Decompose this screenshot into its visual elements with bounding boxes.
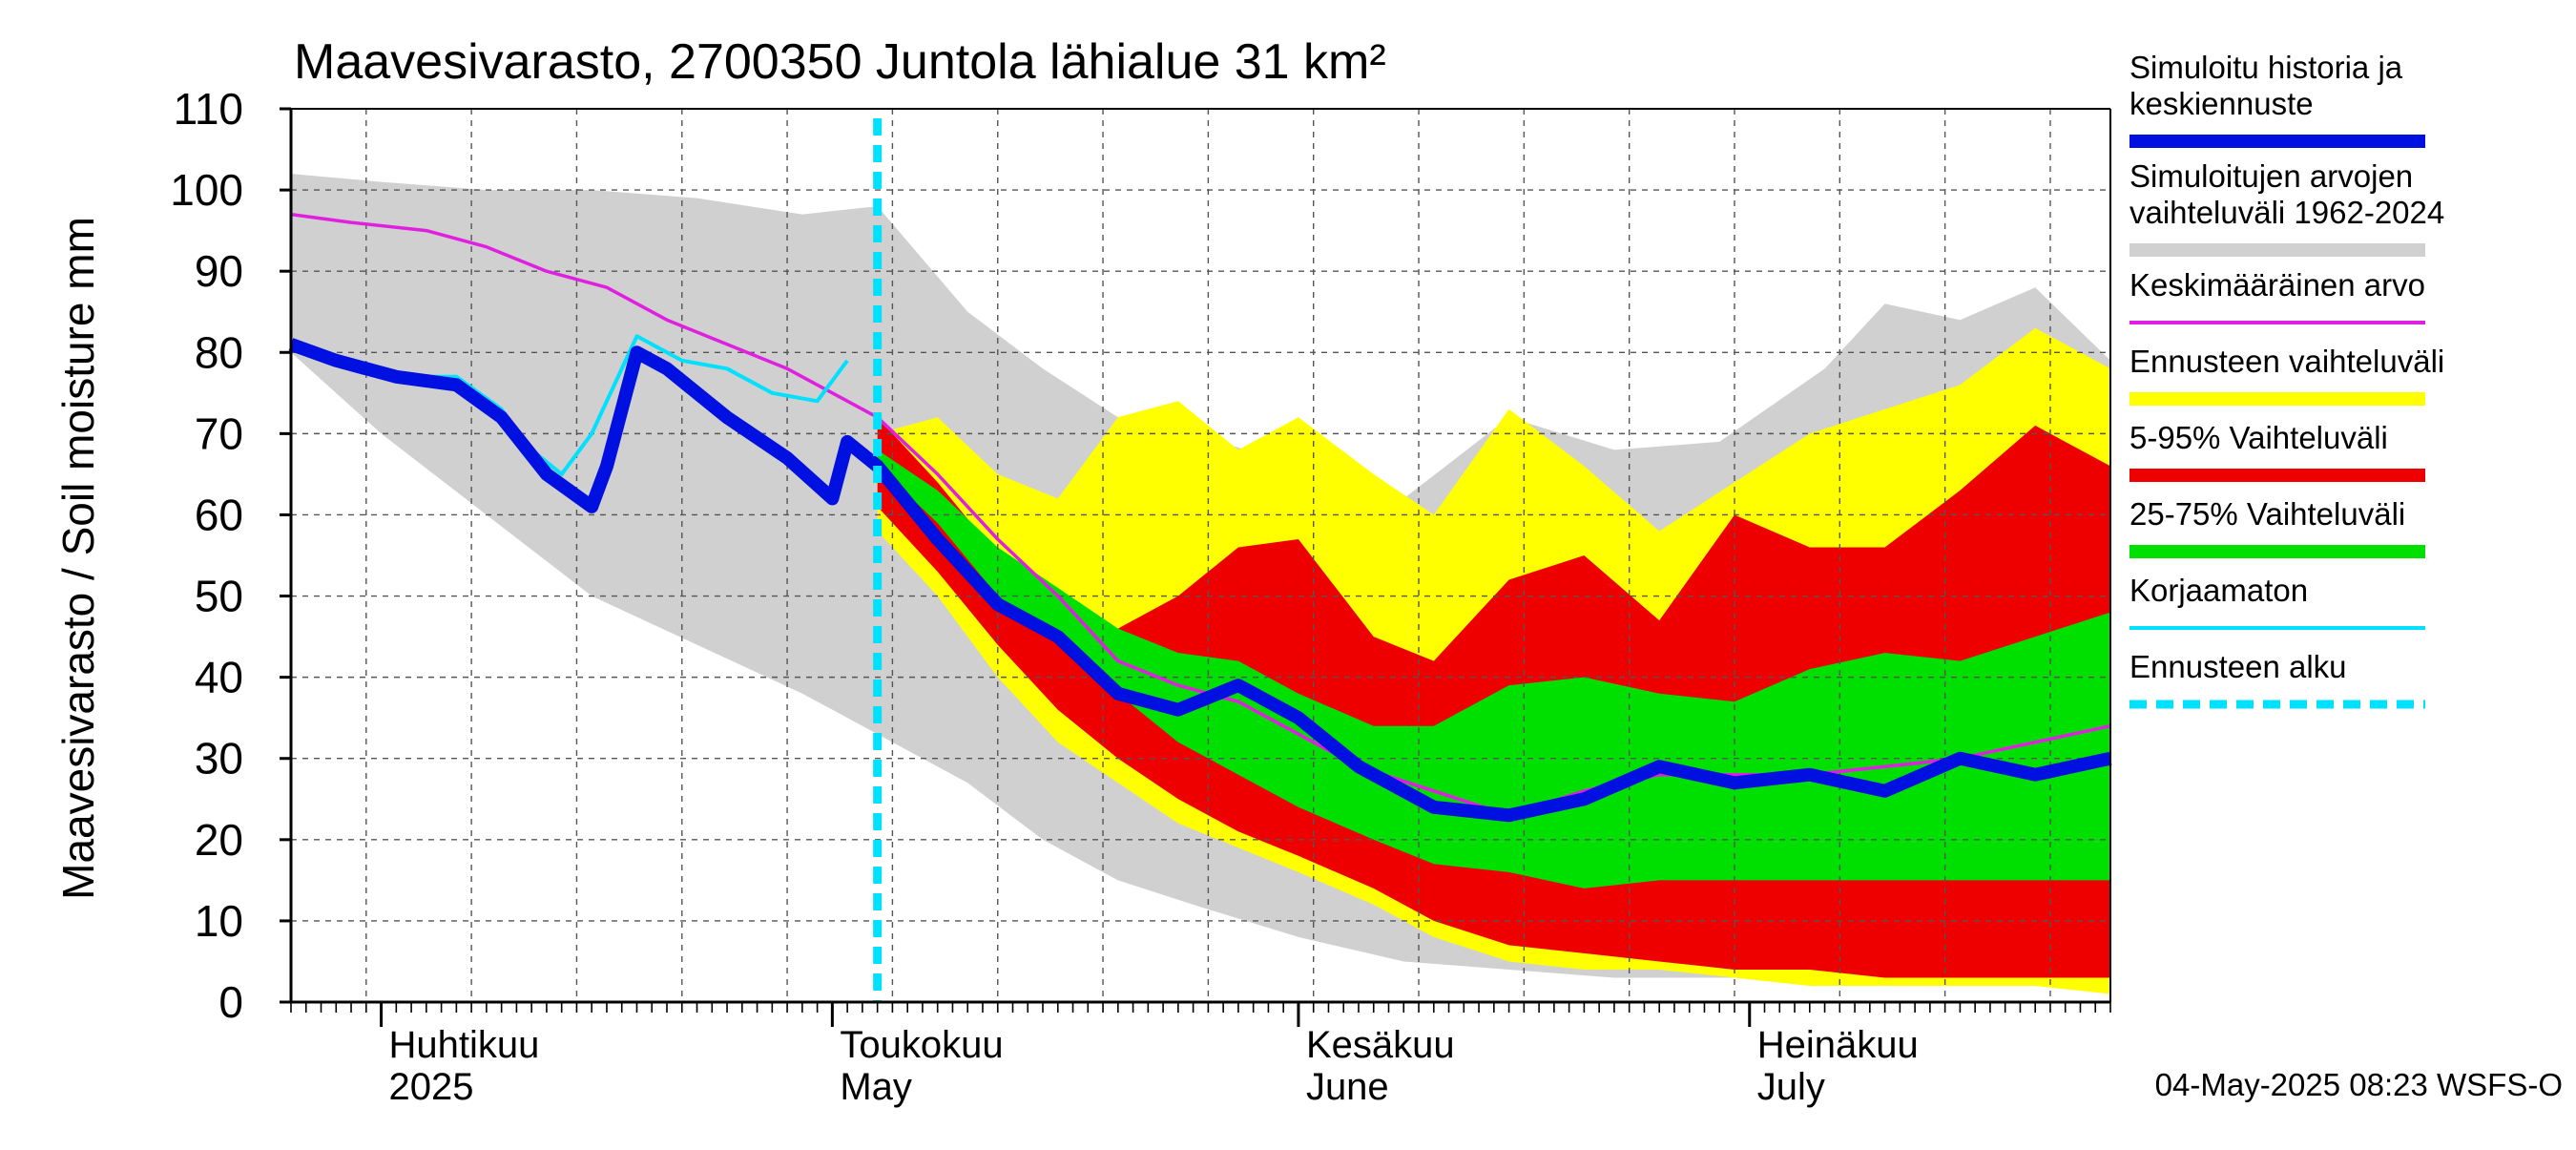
- y-tick-label: 20: [195, 815, 243, 865]
- timestamp-label: 04-May-2025 08:23 WSFS-O: [2155, 1067, 2563, 1102]
- y-tick-label: 60: [195, 490, 243, 539]
- plot-area: [288, 108, 2112, 1003]
- x-month-sublabel: May: [840, 1066, 912, 1108]
- y-tick-label: 110: [174, 84, 243, 134]
- legend-label-simuloitu-historia-ja-keskiennuste: Simuloitu historia ja keskiennuste: [2129, 50, 2403, 121]
- legend-label-ennusteen-alku: Ennusteen alku: [2129, 649, 2347, 684]
- x-month-sublabel: June: [1306, 1066, 1389, 1108]
- y-axis-label: Maavesivarasto / Soil moisture mm: [53, 217, 103, 900]
- series-line-simuloitu-historia-ja-keskiennuste: [288, 338, 2112, 823]
- legend: Simuloitu historia ja keskiennuste Simuloi…: [2129, 50, 2444, 709]
- y-tick-label: 40: [195, 653, 243, 702]
- x-month-sublabel: July: [1757, 1066, 1825, 1108]
- legend-label-keskimaarainen-arvo: Keskimääräinen arvo: [2129, 267, 2425, 303]
- chart-title: Maavesivarasto, 2700350 Juntola lähialue…: [294, 34, 1386, 90]
- legend-label-korjaamaton: Korjaamaton: [2129, 573, 2308, 608]
- y-tick-label: 100: [170, 165, 243, 215]
- x-month-label: Heinäkuu: [1757, 1024, 1919, 1066]
- y-tick-label: 30: [195, 734, 243, 784]
- y-tick-label: 0: [218, 977, 243, 1027]
- y-tick-label: 90: [195, 246, 243, 296]
- y-tick-label: 10: [195, 896, 243, 946]
- x-month-sublabel: 2025: [389, 1066, 474, 1108]
- legend-label-5-95-vaihteluvali: 5-95% Vaihteluväli: [2129, 420, 2388, 455]
- y-tick-label: 70: [195, 408, 243, 458]
- x-month-label: Huhtikuu: [389, 1024, 540, 1066]
- legend-label-25-75-vaihteluvali: 25-75% Vaihteluväli: [2129, 496, 2405, 532]
- y-tick-label: 50: [195, 572, 243, 621]
- y-tick-label: 80: [195, 327, 243, 377]
- x-month-label: Kesäkuu: [1306, 1024, 1455, 1066]
- legend-label-simuloitujen-arvojen-vaihteluvali-1962-2024: Simuloitujen arvojen vaihteluväli 1962-20…: [2129, 158, 2444, 230]
- legend-label-ennusteen-vaihteluvali: Ennusteen vaihteluväli: [2129, 344, 2444, 379]
- x-month-label: Toukokuu: [840, 1024, 1003, 1066]
